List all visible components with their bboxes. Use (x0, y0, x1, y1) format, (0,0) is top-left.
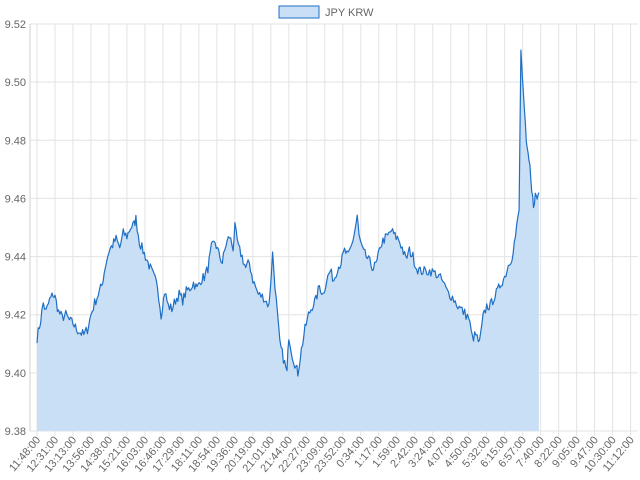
y-axis-ticks: 9.52 9.50 9.48 9.46 9.44 9.42 9.40 9.38 (5, 19, 26, 438)
y-tick-label: 9.48 (5, 135, 26, 147)
y-tick-label: 9.40 (5, 368, 26, 380)
y-tick-label: 9.52 (5, 19, 26, 31)
chart-legend[interactable]: JPY KRW (278, 5, 374, 19)
legend-swatch (278, 5, 320, 19)
x-axis-ticks: 11:48:0012:31:0013:13:0013:56:0014:38:00… (7, 434, 637, 475)
series-area-fill (37, 50, 539, 431)
y-tick-label: 9.50 (5, 77, 26, 89)
legend-label: JPY KRW (325, 7, 374, 19)
y-tick-label: 9.42 (5, 310, 26, 322)
y-tick-label: 9.44 (5, 252, 26, 264)
y-tick-label: 9.38 (5, 426, 26, 438)
y-tick-label: 9.46 (5, 193, 26, 205)
series-line (36, 49, 540, 377)
